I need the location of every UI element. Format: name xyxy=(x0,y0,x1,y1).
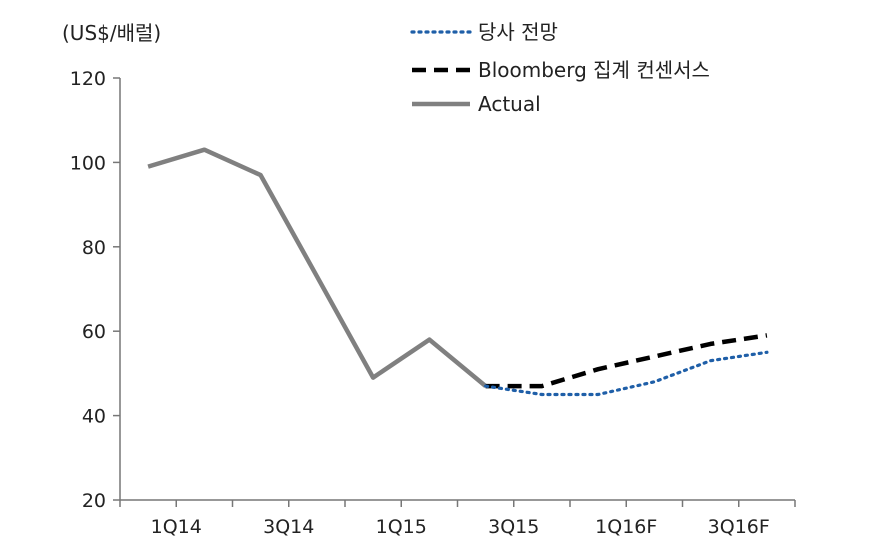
legend-label: Actual xyxy=(478,92,541,116)
legend-label: Bloomberg 집계 컨센서스 xyxy=(478,58,710,82)
legend-label: 당사 전망 xyxy=(478,20,558,44)
axes: 20 40 60 80 100 120 1Q14 3Q14 1Q15 3Q15 1Q16F 3Q16F xyxy=(70,68,796,538)
x-tick-label: 1Q15 xyxy=(376,516,427,538)
series-line-solid xyxy=(147,147,488,388)
x-tick-label: 3Q14 xyxy=(263,516,314,538)
x-tick-label: 3Q16F xyxy=(708,516,770,538)
y-tick-label: 20 xyxy=(82,490,106,512)
y-tick-label: 40 xyxy=(82,406,106,428)
x-tick-label: 1Q14 xyxy=(151,516,202,538)
y-tick-label: 100 xyxy=(70,152,106,174)
y-axis-unit-label: (US$/배럴) xyxy=(62,21,161,45)
y-tick-label: 60 xyxy=(82,321,106,343)
y-tick-label: 80 xyxy=(82,237,106,259)
series-line-dotted xyxy=(484,350,769,397)
x-tick-label: 3Q15 xyxy=(488,516,539,538)
series-line-dashed xyxy=(485,333,768,389)
legend: 당사 전망 Bloomberg 집계 컨센서스 Actual xyxy=(410,20,710,116)
x-tick-label: 1Q16F xyxy=(595,516,657,538)
series-layer xyxy=(147,147,769,397)
y-tick-label: 120 xyxy=(70,68,106,90)
